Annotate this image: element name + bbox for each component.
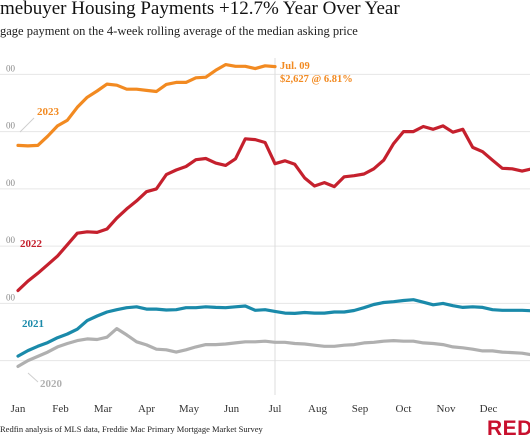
x-tick-label: Oct <box>396 403 412 415</box>
annotation-text: Jul. 09 $2,627 @ 6.81% <box>280 61 353 85</box>
x-tick-label: Jun <box>224 403 240 415</box>
y-tick-label: 00 <box>6 63 16 73</box>
y-tick-label: 00 <box>6 121 16 131</box>
series-label-2023: 2023 <box>37 106 60 118</box>
series-line-2022 <box>16 124 530 293</box>
series-label-leader <box>19 117 35 133</box>
x-tick-label: Jul <box>269 403 282 415</box>
series-line-2020 <box>16 327 530 368</box>
x-tick-label: Dec <box>480 403 498 415</box>
annotation-date: Jul. 09 <box>280 61 310 72</box>
x-tick-label: Sep <box>352 403 369 415</box>
series-labels: 2023 2022 2021 2020 <box>19 106 63 390</box>
y-tick-label: 00 <box>6 292 16 302</box>
chart-subtitle: gage payment on the 4-week rolling avera… <box>0 24 358 38</box>
x-tick-label: Aug <box>308 403 327 415</box>
series-lines <box>16 62 530 368</box>
series-label-leader <box>27 372 39 383</box>
redfin-logo: REDFI <box>487 417 530 440</box>
chart-title: mebuyer Housing Payments +12.7% Year Ove… <box>0 0 400 19</box>
series-label-2021: 2021 <box>22 318 44 330</box>
y-axis-ticks: 00 00 00 00 00 <box>6 63 16 302</box>
y-tick-label: 00 <box>6 178 16 188</box>
annotation-value: $2,627 @ 6.81% <box>280 74 353 85</box>
gridlines <box>0 73 530 362</box>
x-tick-label: Apr <box>138 403 155 415</box>
series-label-2022: 2022 <box>20 238 43 250</box>
y-tick-label: 00 <box>6 235 16 245</box>
series-label-2020: 2020 <box>40 378 63 390</box>
series-line-2021 <box>16 298 530 358</box>
x-tick-label: Feb <box>52 403 69 415</box>
series-line-2023 <box>16 62 277 148</box>
x-tick-label: May <box>179 403 200 415</box>
x-axis-ticks: Jan Feb Mar Apr May Jun Jul Aug Sep Oct Nov Dec <box>11 403 498 415</box>
x-tick-label: Jan <box>11 403 26 415</box>
x-tick-label: Nov <box>437 403 456 415</box>
source-note: Redfin analysis of MLS data, Freddie Mac… <box>0 424 263 434</box>
x-tick-label: Mar <box>94 403 113 415</box>
